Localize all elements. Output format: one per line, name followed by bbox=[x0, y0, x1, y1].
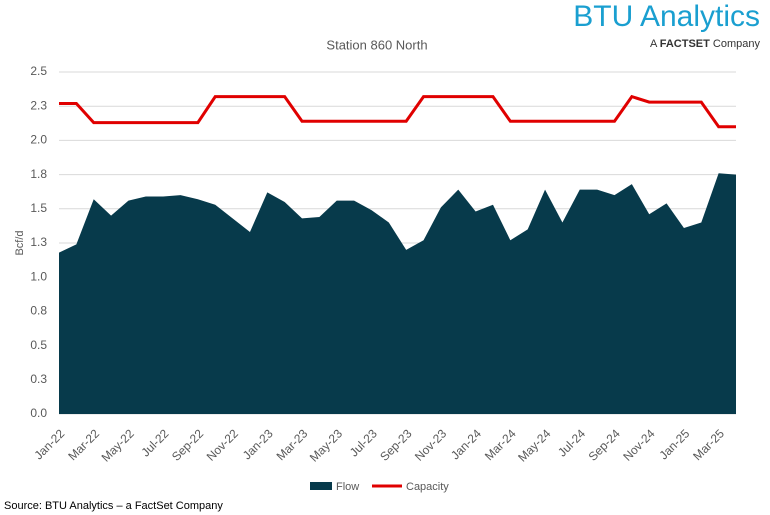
x-tick-label: Jan-22 bbox=[32, 426, 68, 462]
x-tick-label: Mar-24 bbox=[482, 426, 519, 463]
y-tick-label: 1.5 bbox=[30, 201, 47, 215]
y-tick-label: 2.0 bbox=[30, 133, 47, 147]
x-tick-label: Nov-22 bbox=[204, 426, 241, 463]
x-tick-label: May-24 bbox=[515, 426, 553, 464]
legend-label: Flow bbox=[336, 481, 359, 493]
x-tick-label: Sep-22 bbox=[169, 426, 206, 463]
y-tick-label: 1.8 bbox=[30, 167, 47, 181]
y-tick-label: 0.3 bbox=[30, 372, 47, 386]
x-tick-label: Jan-25 bbox=[656, 426, 692, 462]
capacity-line bbox=[59, 94, 736, 129]
y-tick-label: 0.0 bbox=[30, 406, 47, 420]
x-tick-label: Nov-23 bbox=[412, 426, 449, 463]
tagline-prefix: A bbox=[650, 38, 658, 50]
y-tick-label: 2.3 bbox=[30, 98, 47, 112]
x-tick-label: Mar-22 bbox=[65, 426, 102, 463]
x-tick-label: Jul-22 bbox=[139, 426, 172, 459]
x-tick-label: Mar-25 bbox=[690, 426, 727, 463]
flow-area bbox=[59, 173, 736, 414]
x-tick-label: Jul-23 bbox=[347, 426, 380, 459]
tagline-suffix: Company bbox=[713, 38, 761, 50]
y-tick-label: 0.5 bbox=[30, 338, 47, 352]
logo-brand: BTU Analytics bbox=[573, 0, 760, 33]
chart-title: Station 860 North bbox=[326, 37, 427, 52]
source-note: Source: BTU Analytics – a FactSet Compan… bbox=[4, 500, 223, 512]
legend-label: Capacity bbox=[406, 481, 449, 493]
y-tick-label: 1.3 bbox=[30, 235, 47, 249]
x-tick-label: Jan-23 bbox=[240, 426, 276, 462]
x-tick-label: Jan-24 bbox=[448, 426, 484, 462]
y-tick-label: 0.8 bbox=[30, 304, 47, 318]
logo-tagline: A FACTSET Company bbox=[650, 38, 761, 50]
x-tick-label: Mar-23 bbox=[274, 426, 311, 463]
x-tick-label: Sep-24 bbox=[586, 426, 623, 463]
y-tick-label: 2.5 bbox=[30, 64, 47, 78]
tagline-brand: FACTSET bbox=[660, 38, 710, 50]
x-tick-label: Jul-24 bbox=[555, 426, 588, 459]
x-tick-label: Nov-24 bbox=[620, 426, 657, 463]
x-tick-label: May-22 bbox=[99, 426, 137, 464]
x-tick-label: May-23 bbox=[307, 426, 345, 464]
y-tick-label: 1.0 bbox=[30, 269, 47, 283]
y-axis-label: Bcf/d bbox=[14, 230, 26, 255]
x-tick-label: Sep-23 bbox=[377, 426, 414, 463]
legend-swatch bbox=[310, 482, 332, 490]
